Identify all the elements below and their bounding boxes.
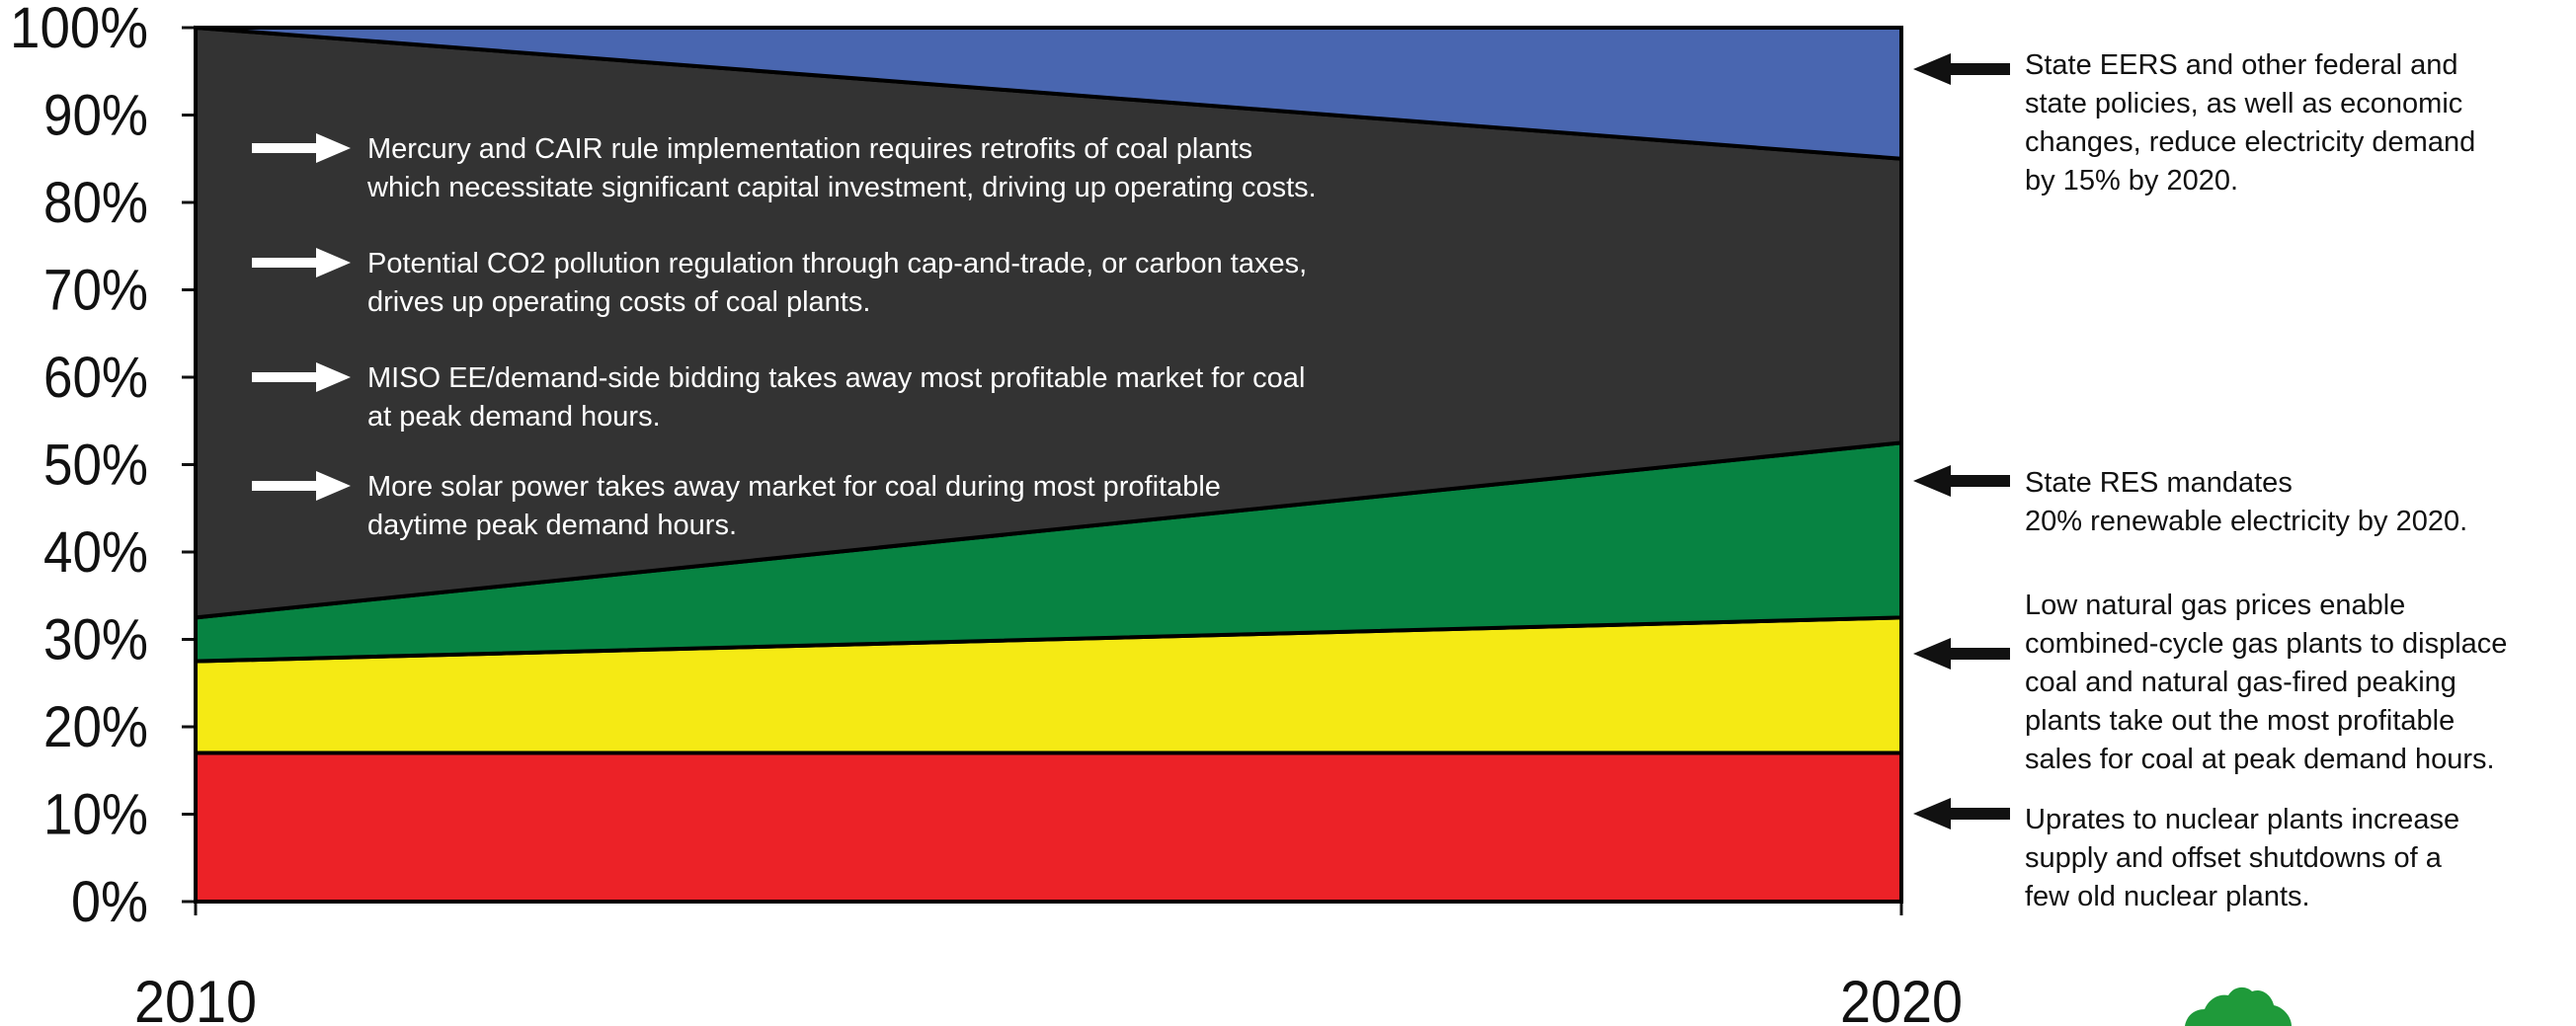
area-series-0 (194, 750, 1903, 904)
annotation-line: state policies, as well as economic (2025, 88, 2462, 119)
arrow-right-icon (252, 471, 351, 501)
y-tick-label: 90% (43, 84, 148, 148)
y-tick-label: 30% (43, 608, 148, 672)
annotation-line: few old nuclear plants. (2025, 881, 2310, 912)
annotation-line: changes, reduce electricity demand (2025, 126, 2475, 158)
y-tick-label: 50% (43, 434, 148, 498)
annotation-line: sales for coal at peak demand hours. (2025, 744, 2495, 775)
arrow-right-icon (252, 133, 351, 163)
arrow-right-icon (252, 362, 351, 392)
y-tick-label: 100% (10, 0, 148, 60)
arrow-left-icon (1913, 638, 2010, 670)
right-annotation: Uprates to nuclear plants increase supply… (1913, 798, 2459, 912)
annotation-line: which necessitate significant capital in… (366, 172, 1317, 203)
annotation-line: More solar power takes away market for c… (367, 471, 1221, 503)
arrow-left-icon (1913, 53, 2010, 85)
inner-annotation: Mercury and CAIR rule implementation req… (252, 133, 1317, 203)
annotation-line: Low natural gas prices enable (2025, 590, 2405, 621)
inner-annotation: Potential CO2 pollution regulation throu… (252, 248, 1307, 318)
area-series (194, 25, 1903, 904)
annotation-line: State RES mandates (2025, 467, 2293, 499)
x-tick-labels: 2010 2020 (134, 969, 1963, 1026)
right-annotation: Low natural gas prices enable combined-cy… (1913, 590, 2507, 775)
inner-annotations: Mercury and CAIR rule implementation req… (252, 133, 1317, 541)
y-tick-label: 60% (43, 346, 148, 410)
annotation-line: MISO EE/demand-side bidding takes away m… (367, 362, 1305, 394)
right-annotations: State EERS and other federal and state po… (1913, 49, 2507, 912)
annotation-line: State EERS and other federal and (2025, 49, 2458, 81)
inner-annotation: More solar power takes away market for c… (252, 471, 1221, 541)
y-tick-label: 10% (43, 783, 148, 847)
right-annotation: State RES mandates 20% renewable electric… (1913, 465, 2467, 537)
tree-logo-icon (2185, 987, 2292, 1026)
arrow-left-icon (1913, 465, 2010, 497)
arrow-left-icon (1913, 798, 2010, 829)
annotation-line: daytime peak demand hours. (367, 510, 737, 541)
y-tick-label: 20% (43, 695, 148, 759)
tree-canopy (2185, 987, 2292, 1026)
annotation-line: Uprates to nuclear plants increase (2025, 804, 2459, 835)
annotation-line: by 15% by 2020. (2025, 165, 2238, 197)
y-tick-label: 80% (43, 171, 148, 235)
annotation-line: plants take out the most profitable (2025, 705, 2455, 737)
annotation-line: supply and offset shutdowns of a (2025, 842, 2443, 874)
y-tick-label: 70% (43, 259, 148, 323)
x-tick-label: 2020 (1840, 969, 1963, 1026)
annotation-line: Mercury and CAIR rule implementation req… (367, 133, 1252, 165)
y-tick-labels: 0% 10% 20% 30% 40% 50% 60% 70% 80% 90% 100% (10, 0, 148, 934)
annotation-line: drives up operating costs of coal plants… (367, 286, 870, 318)
annotation-line: combined-cycle gas plants to displace (2025, 628, 2507, 660)
annotation-line: Potential CO2 pollution regulation throu… (367, 248, 1307, 279)
x-tick-label: 2010 (134, 969, 257, 1026)
arrow-right-icon (252, 248, 351, 277)
annotation-line: 20% renewable electricity by 2020. (2025, 506, 2467, 537)
y-tick-label: 40% (43, 520, 148, 585)
inner-annotation: MISO EE/demand-side bidding takes away m… (252, 362, 1305, 433)
annotation-line: coal and natural gas-fired peaking (2025, 667, 2456, 698)
area-series-4 (195, 26, 1903, 161)
annotation-line: at peak demand hours. (367, 401, 661, 433)
y-tick-label: 0% (71, 870, 148, 934)
right-annotation: State EERS and other federal and state po… (1913, 49, 2475, 197)
